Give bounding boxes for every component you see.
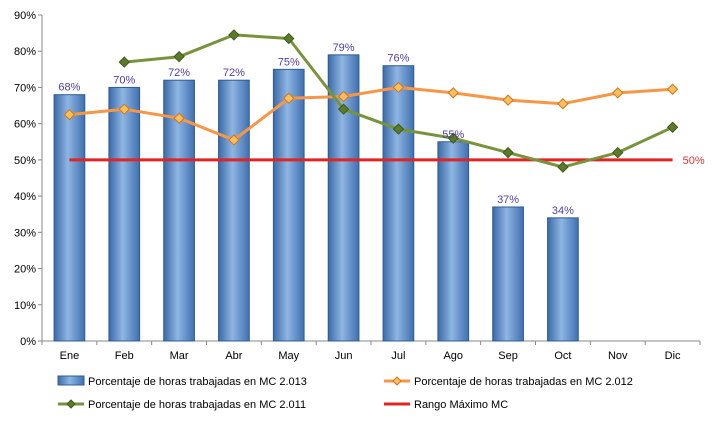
- point-2012: [502, 94, 514, 106]
- x-tick-label: Dic: [665, 350, 681, 362]
- point-2011: [612, 146, 624, 159]
- point-2011: [118, 56, 130, 68]
- point-2012: [447, 87, 459, 99]
- x-tick-label: May: [278, 350, 299, 362]
- point-2011: [392, 123, 405, 135]
- point-2012: [173, 112, 185, 124]
- y-tick-label: 50%: [14, 155, 36, 167]
- bar-data-label: 68%: [58, 82, 80, 94]
- bar: [547, 217, 579, 342]
- bar-data-label: 72%: [223, 67, 245, 79]
- bar: [272, 68, 305, 342]
- bar: [108, 86, 141, 342]
- point-2012: [63, 108, 76, 121]
- legend-label: Porcentaje de horas trabajadas en MC 2.0…: [414, 376, 633, 388]
- point-2011: [557, 161, 569, 173]
- point-2011: [447, 132, 459, 144]
- legend-label: Porcentaje de horas trabajadas en MC 2.0…: [88, 399, 306, 411]
- x-tick-label: Abr: [225, 350, 242, 362]
- bar-data-label: 75%: [278, 56, 300, 68]
- max-range-label: 50%: [683, 155, 705, 167]
- point-2011: [502, 146, 514, 159]
- legend-swatch-bar: [57, 375, 85, 386]
- bar-data-label: 76%: [387, 53, 409, 65]
- point-2012: [392, 81, 405, 94]
- point-2012: [557, 98, 569, 110]
- point-2011: [337, 103, 350, 115]
- legend-swatch-marker: [392, 376, 402, 386]
- bar: [327, 54, 360, 342]
- x-tick-label: Ago: [443, 350, 463, 362]
- line-series: [63, 29, 679, 173]
- bar-data-label: 79%: [333, 42, 355, 54]
- point-2012: [118, 103, 130, 115]
- bar: [218, 79, 250, 342]
- point-2012: [228, 134, 240, 146]
- point-2012: [666, 83, 679, 95]
- legend: Porcentaje de horas trabajadas en MC 2.0…: [57, 375, 633, 411]
- point-2011: [228, 29, 240, 41]
- y-tick-label: 30%: [14, 227, 36, 239]
- line-2012: [69, 85, 673, 142]
- x-tick-label: Mar: [170, 350, 189, 362]
- point-2012: [612, 87, 624, 99]
- point-2012: [283, 92, 295, 105]
- x-tick-label: Jun: [335, 350, 353, 362]
- x-tick-label: Feb: [115, 350, 134, 362]
- y-tick-label: 80%: [14, 46, 36, 58]
- legend-label: Porcentaje de horas trabajadas en MC 2.0…: [88, 376, 307, 388]
- bar-data-label: 34%: [552, 205, 574, 217]
- x-tick-label: Nov: [608, 350, 628, 362]
- point-2011: [666, 121, 679, 133]
- point-2011: [173, 50, 185, 63]
- bar-data-label: 55%: [442, 129, 464, 141]
- y-tick-label: 20%: [14, 264, 36, 276]
- y-tick-label: 40%: [14, 191, 36, 203]
- y-tick-label: 70%: [14, 82, 36, 94]
- legend-swatch-marker: [66, 399, 76, 409]
- point-2011: [283, 32, 295, 45]
- data-labels: 68% 70% 72% 72% 75% 79% 76% 55% 37% 34% 50%: [58, 42, 704, 217]
- bar: [53, 94, 86, 342]
- bar: [437, 141, 470, 342]
- y-tick-label: 0%: [20, 336, 36, 348]
- x-tick-label: Oct: [554, 350, 571, 362]
- bar-data-label: 72%: [168, 67, 190, 79]
- bar-data-label: 70%: [113, 74, 135, 86]
- x-tick-label: Ene: [60, 350, 80, 362]
- y-tick-label: 60%: [14, 119, 36, 131]
- x-tick-label: Sep: [498, 350, 518, 362]
- x-tick-label: Jul: [391, 350, 405, 362]
- legend-label: Rango Máximo MC: [414, 399, 508, 411]
- y-tick-label: 90%: [14, 10, 36, 22]
- axes: 0% 10% 20% 30% 40% 50% 60% 70% 80% 90% Ene Feb Mar Ab…: [14, 10, 701, 362]
- point-2012: [337, 90, 350, 103]
- bar-data-label: 37%: [497, 194, 519, 206]
- bar: [492, 206, 524, 342]
- bar: [382, 65, 415, 342]
- y-tick-label: 10%: [14, 300, 36, 312]
